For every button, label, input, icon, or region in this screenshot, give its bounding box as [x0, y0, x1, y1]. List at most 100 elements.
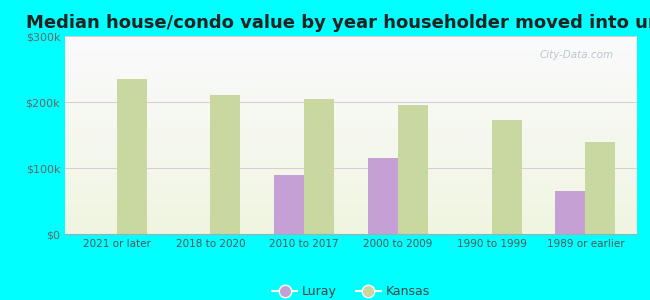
Bar	[65, 169, 637, 170]
Bar	[65, 167, 637, 168]
Bar	[65, 76, 637, 78]
Bar	[65, 104, 637, 105]
Bar	[65, 171, 637, 172]
Bar	[65, 129, 637, 130]
Bar	[65, 225, 637, 226]
Bar	[65, 197, 637, 198]
Bar	[65, 179, 637, 181]
Bar	[65, 164, 637, 165]
Bar	[65, 41, 637, 42]
Bar	[65, 57, 637, 58]
Bar	[65, 214, 637, 215]
Bar	[65, 200, 637, 201]
Bar	[65, 56, 637, 57]
Bar	[65, 88, 637, 89]
Bar	[65, 185, 637, 187]
Bar	[65, 215, 637, 216]
Bar	[65, 154, 637, 155]
Bar	[65, 155, 637, 156]
Bar	[65, 119, 637, 120]
Bar	[65, 191, 637, 192]
Bar	[65, 158, 637, 159]
Bar	[65, 85, 637, 86]
Bar	[65, 85, 637, 86]
Bar	[65, 48, 637, 49]
Bar	[65, 90, 637, 92]
Bar	[65, 217, 637, 218]
Bar	[65, 220, 637, 221]
Bar	[65, 150, 637, 151]
Bar	[65, 218, 637, 219]
Bar	[116, 79, 147, 234]
Bar	[65, 168, 637, 169]
Bar	[65, 45, 637, 46]
Bar	[65, 165, 637, 166]
Bar	[586, 142, 616, 234]
Bar	[65, 211, 637, 212]
Bar	[65, 108, 637, 109]
Bar	[65, 72, 637, 73]
Bar	[65, 79, 637, 80]
Bar	[65, 187, 637, 188]
Bar	[65, 93, 637, 94]
Bar	[65, 92, 637, 93]
Bar	[65, 151, 637, 152]
Bar	[65, 113, 637, 114]
Bar	[65, 153, 637, 154]
Bar	[211, 95, 240, 234]
Bar	[65, 216, 637, 217]
Bar	[65, 175, 637, 176]
Bar	[398, 105, 428, 234]
Bar	[65, 206, 637, 207]
Bar	[65, 126, 637, 127]
Bar	[65, 52, 637, 53]
Bar	[65, 149, 637, 150]
Bar	[65, 83, 637, 85]
Bar	[65, 139, 637, 140]
Bar	[65, 111, 637, 112]
Bar	[65, 105, 637, 106]
Bar	[65, 39, 637, 40]
Bar	[65, 229, 637, 230]
Bar	[65, 86, 637, 88]
Bar	[65, 210, 637, 211]
Bar	[65, 228, 637, 229]
Bar	[65, 100, 637, 101]
Bar	[65, 103, 637, 104]
Bar	[65, 107, 637, 108]
Bar	[65, 181, 637, 182]
Bar	[65, 231, 637, 232]
Bar	[65, 123, 637, 124]
Bar	[65, 78, 637, 79]
Bar	[65, 148, 637, 149]
Bar	[65, 145, 637, 146]
Bar	[65, 198, 637, 200]
Bar	[65, 66, 637, 67]
Bar	[65, 221, 637, 222]
Bar	[65, 55, 637, 56]
Bar	[65, 159, 637, 160]
Bar	[65, 182, 637, 184]
Bar	[65, 227, 637, 228]
Bar	[65, 130, 637, 131]
Bar	[65, 222, 637, 223]
Bar	[65, 82, 637, 83]
Bar	[65, 40, 637, 41]
Bar	[65, 163, 637, 164]
Bar	[65, 172, 637, 174]
Bar	[65, 94, 637, 95]
Bar	[65, 102, 637, 103]
Bar	[65, 80, 637, 82]
Bar	[65, 205, 637, 206]
Bar	[65, 118, 637, 119]
Bar	[65, 138, 637, 139]
Bar	[65, 230, 637, 231]
Bar	[65, 207, 637, 208]
Bar	[65, 143, 637, 144]
Bar	[65, 65, 637, 66]
Bar	[65, 63, 637, 64]
Bar	[65, 122, 637, 123]
Bar	[65, 160, 637, 161]
Bar	[65, 69, 637, 70]
Bar	[65, 233, 637, 234]
